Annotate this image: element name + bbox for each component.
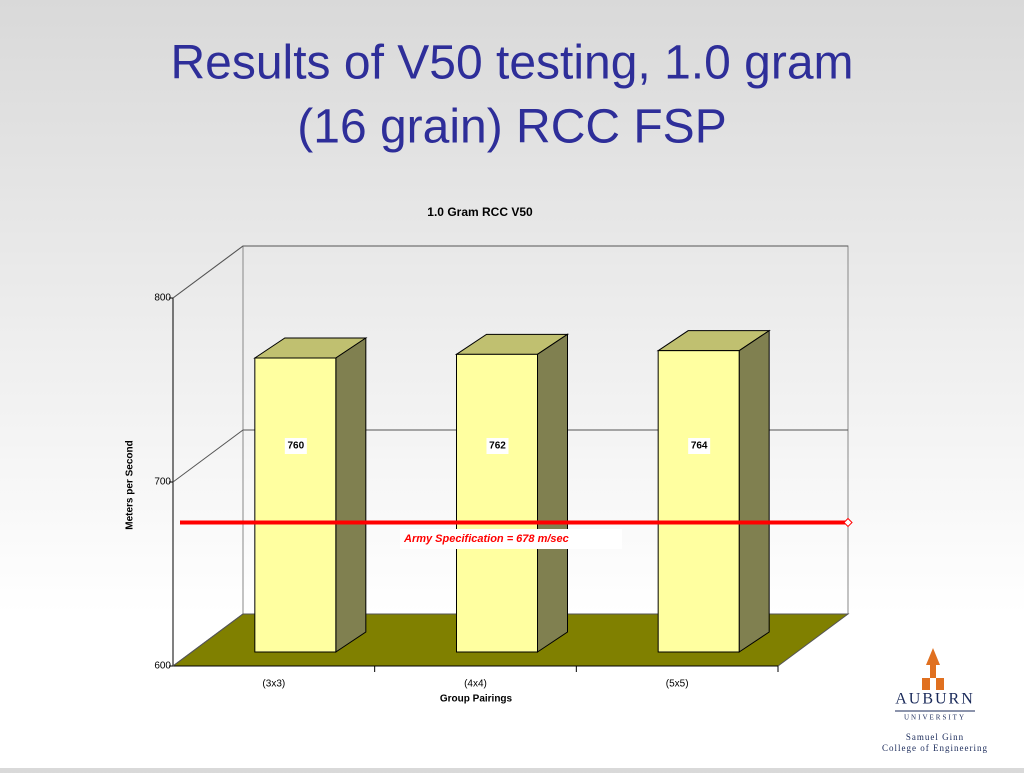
reference-label-bg — [400, 529, 622, 549]
grid-line — [172, 613, 848, 667]
value-label-bg — [284, 438, 307, 454]
value-label-bg — [688, 438, 711, 454]
y-axis-label: Meters per Second — [125, 440, 136, 529]
reference-marker — [843, 517, 853, 528]
logo-tower — [922, 648, 944, 690]
logo-sub: UNIVERSITY — [904, 714, 966, 722]
value-label-bg — [486, 438, 509, 454]
slide-title: Results of V50 testing, 1.0 gram — [170, 37, 853, 90]
chart-title: 1.0 Gram RCC V50 — [427, 205, 533, 219]
slide-title: (16 grain) RCC FSP — [297, 101, 726, 154]
grid-line — [172, 429, 848, 483]
logo: AUBURN UNIVERSITY Samuel Ginn College of… — [882, 648, 988, 753]
reference-label: Army Specification = 678 m/sec — [403, 533, 569, 545]
x-tick-label: (4x4) — [464, 679, 487, 690]
y-tick-label: 600 — [154, 661, 171, 672]
bar — [657, 350, 740, 653]
x-tick-label: (5x5) — [666, 679, 689, 690]
y-tick-label: 800 — [154, 293, 171, 304]
bar-side — [738, 329, 770, 653]
bar-side — [335, 337, 367, 653]
value-label: 764 — [691, 441, 708, 452]
bar — [254, 357, 337, 653]
bar — [456, 353, 538, 653]
value-label: 760 — [287, 441, 304, 452]
plot: 600 700 800 (3x3) 760 (4x4) 762 (5x5) 764 Army Sp… — [154, 245, 853, 690]
grid-line — [172, 245, 848, 299]
value-label: 762 — [489, 441, 506, 452]
logo-college: Samuel Ginn — [906, 732, 964, 742]
x-tick-label: (3x3) — [262, 679, 285, 690]
x-axis-label: Group Pairings — [440, 694, 513, 705]
logo-college: College of Engineering — [882, 743, 988, 753]
bar-side — [537, 333, 568, 653]
y-tick-label: 700 — [154, 477, 171, 488]
logo-name: AUBURN — [895, 691, 975, 708]
